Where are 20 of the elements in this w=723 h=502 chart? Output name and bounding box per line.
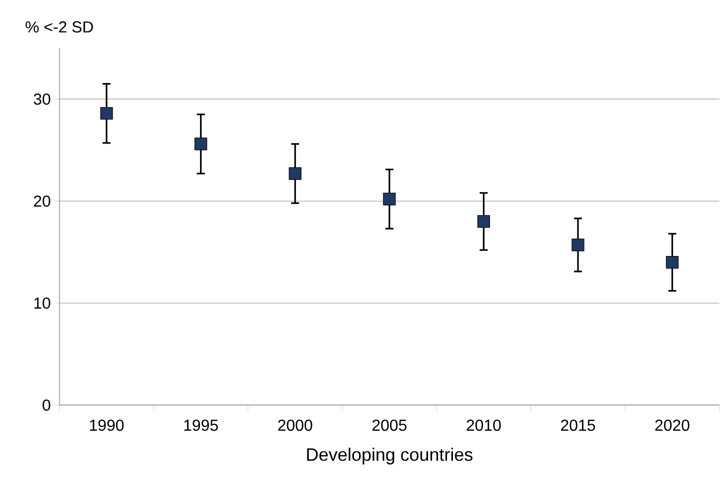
x-tick-label: 2010: [466, 420, 501, 431]
x-tick-label: 2000: [278, 420, 312, 431]
point: [572, 238, 584, 252]
point: [194, 138, 208, 150]
y-tick-label: 30: [34, 93, 50, 105]
x-tick-label: 1995: [184, 420, 218, 431]
point: [100, 107, 113, 120]
y-tick-label: 20: [34, 195, 50, 207]
x-tick-label: 2015: [561, 420, 596, 431]
point: [477, 215, 490, 228]
x-tick-label: 1990: [90, 420, 124, 431]
x-tick-label: 2005: [372, 420, 406, 431]
y-tick-label: 10: [34, 297, 50, 309]
x-tick-label: 2020: [655, 420, 690, 431]
y-tick-label: 0: [42, 399, 50, 411]
x-axis-title: Developing countries: [307, 448, 472, 464]
point: [383, 192, 396, 206]
y-axis-title: % <-2 SD: [26, 21, 93, 33]
point: [288, 167, 302, 180]
point: [666, 256, 679, 269]
